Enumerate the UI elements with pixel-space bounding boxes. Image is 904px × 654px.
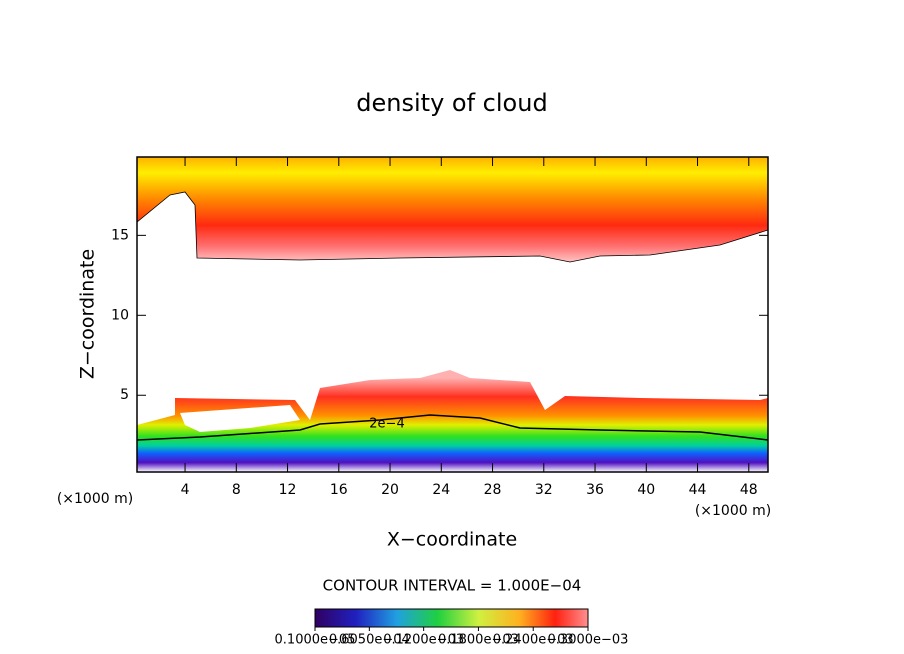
x-tick-label: 4 [181, 482, 190, 498]
x-tick-label: 28 [484, 482, 502, 498]
x-unit-left: (×1000 m) [57, 491, 133, 507]
colorbar-label: 0.6050e−04 [329, 633, 410, 648]
x-tick-label: 20 [381, 482, 399, 498]
x-tick-label: 44 [689, 482, 707, 498]
x-tick-label: 24 [432, 482, 450, 498]
y-tick-label: 5 [120, 387, 129, 403]
x-tick-label: 36 [586, 482, 604, 498]
y-tick-label: 10 [111, 307, 129, 323]
contour-line [136, 414, 769, 441]
lower-cloud [137, 370, 768, 472]
colorbar [314, 608, 589, 628]
colorbar-label: 0.1000e−05 [275, 633, 356, 648]
x-tick-label: 12 [279, 482, 297, 498]
y-axis-label: Z−coordinate [77, 249, 99, 379]
x-tick-label: 48 [740, 482, 758, 498]
x-tick-label: 32 [535, 482, 553, 498]
x-tick-label: 40 [637, 482, 655, 498]
x-tick-label: 8 [232, 482, 241, 498]
colorbar-label: 0.1800e−03 [438, 633, 519, 648]
colorbar-label: 0.1200e−03 [383, 633, 464, 648]
x-unit-right: (×1000 m) [695, 503, 771, 519]
x-tick-label: 16 [330, 482, 348, 498]
contour-label: 2e−4 [369, 417, 404, 432]
colorbar-label: 0.3000e−03 [548, 633, 629, 648]
upper-cloud [136, 156, 769, 263]
plot-frame [136, 156, 769, 473]
chart-title: density of cloud [356, 89, 547, 117]
x-axis-label: X−coordinate [387, 529, 517, 551]
y-tick-label: 15 [111, 227, 129, 243]
colorbar-label: 0.2400e−03 [493, 633, 574, 648]
contour-interval: CONTOUR INTERVAL = 1.000E−04 [323, 577, 582, 595]
gap [180, 405, 300, 432]
contour-field: 2e−4 [136, 156, 769, 472]
